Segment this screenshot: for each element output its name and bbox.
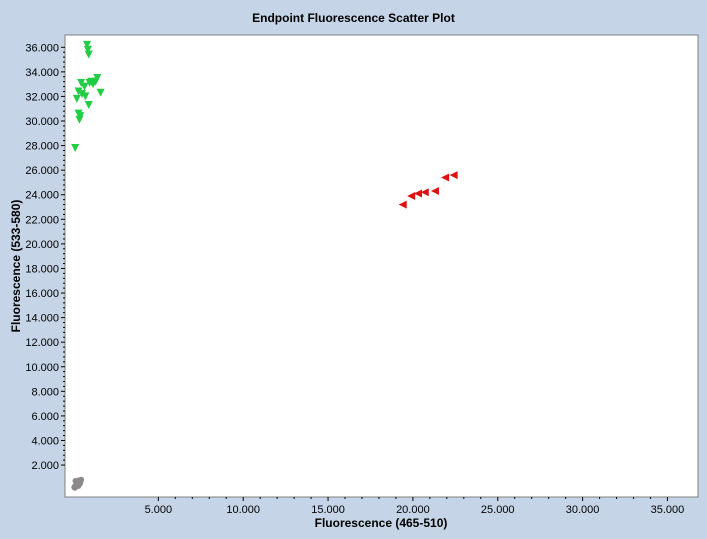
x-tick-label: 5.000 [145, 504, 173, 516]
y-tick-label: 16.000 [25, 288, 59, 300]
chart-title: Endpoint Fluorescence Scatter Plot [252, 11, 455, 25]
x-axis-title: Fluorescence (465-510) [315, 516, 448, 530]
y-tick-label: 14.000 [25, 313, 59, 325]
y-axis: 2.000 4.000 6.000 8.000 10.000 12.000 14.000 16… [25, 42, 65, 472]
data-point [84, 50, 93, 59]
data-point [84, 101, 93, 110]
data-point [75, 115, 84, 124]
y-tick-label: 20.000 [25, 239, 59, 251]
data-point [441, 173, 450, 182]
y-tick-label: 36.000 [25, 42, 59, 54]
y-axis-title: Fluorescence (533-580) [9, 200, 23, 333]
y-tick-label: 6.000 [31, 411, 59, 423]
y-tick-label: 12.000 [25, 337, 59, 349]
y-tick-label: 22.000 [25, 214, 59, 226]
data-point [398, 200, 407, 209]
y-tick-label: 26.000 [25, 165, 59, 177]
data-point [85, 78, 94, 87]
data-points [71, 40, 458, 491]
data-point [91, 77, 100, 86]
y-tick-label: 30.000 [25, 116, 59, 128]
data-point [81, 92, 90, 101]
data-point [78, 476, 85, 483]
data-point [77, 89, 86, 98]
y-tick-label: 8.000 [31, 386, 59, 398]
x-tick-label: 30.000 [566, 504, 600, 516]
data-point [72, 94, 81, 103]
data-point [83, 45, 92, 54]
y-tick-label: 32.000 [25, 91, 59, 103]
data-point [74, 87, 83, 96]
y-tick-label: 2.000 [31, 460, 59, 472]
x-tick-label: 25.000 [481, 504, 515, 516]
x-tick-label: 20.000 [396, 504, 430, 516]
data-point [96, 88, 105, 97]
data-point [420, 188, 429, 197]
x-axis: 5.000 10.000 15.000 20.000 25.000 30.000 35.00… [145, 497, 685, 516]
y-tick-label: 10.000 [25, 362, 59, 374]
y-tick-label: 4.000 [31, 435, 59, 447]
y-tick-label: 28.000 [25, 141, 59, 153]
x-tick-label: 10.000 [226, 504, 260, 516]
data-point [430, 187, 439, 196]
y-tick-label: 34.000 [25, 67, 59, 79]
plot-area [64, 34, 699, 498]
y-tick-label: 18.000 [25, 263, 59, 275]
data-point [71, 144, 80, 153]
data-point [413, 189, 422, 198]
y-tick-label: 24.000 [25, 190, 59, 202]
data-point [449, 171, 458, 180]
x-tick-label: 15.000 [311, 504, 345, 516]
data-point [407, 191, 416, 200]
x-tick-label: 35.000 [651, 504, 685, 516]
data-point [83, 40, 92, 49]
data-point [80, 82, 89, 91]
